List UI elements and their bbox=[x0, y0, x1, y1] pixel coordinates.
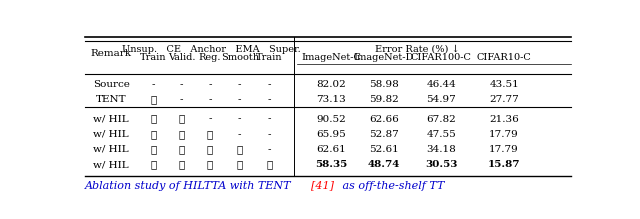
Text: -: - bbox=[268, 95, 271, 104]
Text: -: - bbox=[238, 95, 241, 104]
Text: CIFAR100-C: CIFAR100-C bbox=[411, 53, 472, 62]
Text: 58.35: 58.35 bbox=[316, 160, 348, 169]
Text: 54.97: 54.97 bbox=[426, 95, 456, 104]
Text: 47.55: 47.55 bbox=[426, 130, 456, 139]
Text: 62.66: 62.66 bbox=[369, 115, 399, 124]
Text: Reg.: Reg. bbox=[198, 53, 221, 62]
Text: 62.61: 62.61 bbox=[317, 145, 346, 154]
Text: 52.87: 52.87 bbox=[369, 130, 399, 139]
Text: -: - bbox=[180, 95, 184, 104]
Text: -: - bbox=[208, 115, 212, 124]
Text: TENT: TENT bbox=[96, 95, 127, 104]
Text: 30.53: 30.53 bbox=[425, 160, 457, 169]
Text: -: - bbox=[268, 130, 271, 139]
Text: 52.61: 52.61 bbox=[369, 145, 399, 154]
Text: -: - bbox=[152, 80, 155, 89]
Text: ✓: ✓ bbox=[179, 145, 185, 154]
Text: -: - bbox=[180, 80, 184, 89]
Text: Error Rate (%) ↓: Error Rate (%) ↓ bbox=[376, 44, 460, 53]
Text: 65.95: 65.95 bbox=[317, 130, 346, 139]
Text: ✓: ✓ bbox=[150, 115, 157, 124]
Text: w/ HIL: w/ HIL bbox=[93, 130, 129, 139]
Text: ImageNet-C: ImageNet-C bbox=[301, 53, 362, 62]
Text: ImageNet-D: ImageNet-D bbox=[354, 53, 414, 62]
Text: ✓: ✓ bbox=[207, 160, 213, 169]
Text: 67.82: 67.82 bbox=[426, 115, 456, 124]
Text: 90.52: 90.52 bbox=[317, 115, 346, 124]
Text: Smooth: Smooth bbox=[221, 53, 259, 62]
Text: 21.36: 21.36 bbox=[489, 115, 519, 124]
Text: -: - bbox=[208, 95, 212, 104]
Text: ✓: ✓ bbox=[266, 160, 273, 169]
Text: ✓: ✓ bbox=[150, 130, 157, 139]
Text: Source: Source bbox=[93, 80, 130, 89]
Text: Train: Train bbox=[256, 53, 283, 62]
Text: ✓: ✓ bbox=[150, 95, 157, 104]
Text: 58.98: 58.98 bbox=[369, 80, 399, 89]
Text: ✓: ✓ bbox=[237, 160, 243, 169]
Text: w/ HIL: w/ HIL bbox=[93, 145, 129, 154]
Text: Train: Train bbox=[140, 53, 166, 62]
Text: Remark: Remark bbox=[91, 49, 132, 58]
Text: -: - bbox=[238, 80, 241, 89]
Text: ✓: ✓ bbox=[207, 145, 213, 154]
Text: -: - bbox=[268, 145, 271, 154]
Text: as off-the-shelf TT: as off-the-shelf TT bbox=[339, 181, 444, 191]
Text: ✓: ✓ bbox=[179, 115, 185, 124]
Text: 48.74: 48.74 bbox=[368, 160, 400, 169]
Text: w/ HIL: w/ HIL bbox=[93, 160, 129, 169]
Text: CIFAR10-C: CIFAR10-C bbox=[477, 53, 531, 62]
Text: Ablation study of HILTTA with TENT: Ablation study of HILTTA with TENT bbox=[85, 181, 298, 191]
Text: [41]: [41] bbox=[311, 181, 334, 191]
Text: ✓: ✓ bbox=[150, 145, 157, 154]
Text: ✓: ✓ bbox=[150, 160, 157, 169]
Text: ✓: ✓ bbox=[179, 160, 185, 169]
Text: 17.79: 17.79 bbox=[489, 145, 519, 154]
Text: -: - bbox=[238, 130, 241, 139]
Text: -: - bbox=[268, 115, 271, 124]
Text: Valid.: Valid. bbox=[168, 53, 195, 62]
Text: 59.82: 59.82 bbox=[369, 95, 399, 104]
Text: w/ HIL: w/ HIL bbox=[93, 115, 129, 124]
Text: 15.87: 15.87 bbox=[488, 160, 520, 169]
Text: ✓: ✓ bbox=[207, 130, 213, 139]
Text: 17.79: 17.79 bbox=[489, 130, 519, 139]
Text: Unsup.   CE   Anchor   EMA   Super.: Unsup. CE Anchor EMA Super. bbox=[122, 44, 301, 53]
Text: 43.51: 43.51 bbox=[489, 80, 519, 89]
Text: 73.13: 73.13 bbox=[317, 95, 346, 104]
Text: -: - bbox=[268, 80, 271, 89]
Text: 46.44: 46.44 bbox=[426, 80, 456, 89]
Text: 34.18: 34.18 bbox=[426, 145, 456, 154]
Text: -: - bbox=[238, 115, 241, 124]
Text: -: - bbox=[208, 80, 212, 89]
Text: ✓: ✓ bbox=[237, 145, 243, 154]
Text: 82.02: 82.02 bbox=[317, 80, 346, 89]
Text: ✓: ✓ bbox=[179, 130, 185, 139]
Text: 27.77: 27.77 bbox=[489, 95, 519, 104]
